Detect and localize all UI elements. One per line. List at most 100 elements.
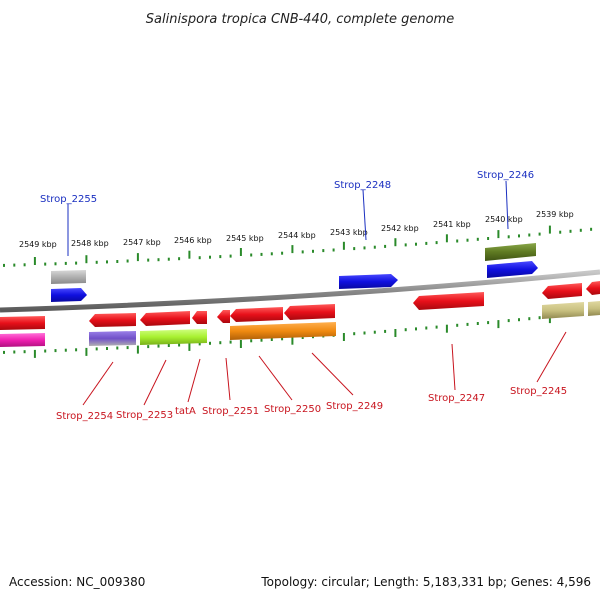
major-tick [394,238,397,247]
minor-tick [487,237,490,240]
bottom-gene-labels: Strop_2254 Strop_2253 tatA Strop_2251 St… [56,331,567,422]
minor-tick [229,254,232,258]
gene-strop-2250[interactable] [217,310,230,323]
minor-tick [301,336,304,339]
minor-tick [64,348,67,352]
kbp-label: 2539 kbp [536,210,574,219]
minor-tick [3,263,5,267]
kbp-label: 2546 kbp [174,236,212,245]
label-strop-2245[interactable]: Strop_2245 [510,386,567,397]
major-tick [548,225,551,234]
minor-tick [569,229,572,233]
minor-tick [106,260,108,264]
kbp-label: 2541 kbp [433,220,471,229]
kbp-label: 2545 kbp [226,234,264,243]
label-strop-2248[interactable]: Strop_2248 [334,180,391,191]
major-tick [497,230,500,239]
minor-tick [75,348,78,352]
minor-tick [466,238,469,242]
kbp-label: 2542 kbp [381,224,419,233]
leader-line [536,331,567,383]
gene-tata-lime[interactable] [140,329,207,345]
major-tick [239,340,242,348]
gene-strop-2253[interactable] [89,313,136,327]
kbp-label: 2540 kbp [485,215,523,224]
label-strop-2254[interactable]: Strop_2254 [56,411,113,422]
minor-tick [167,257,170,261]
label-strop-2247[interactable]: Strop_2247 [428,393,485,404]
minor-tick [64,261,67,265]
minor-tick [487,321,490,325]
major-tick [136,253,139,262]
major-tick [394,329,397,337]
minor-tick [23,350,26,354]
minor-tick [13,263,16,267]
gene-strop-2253-purple[interactable] [89,331,136,346]
gene-strop-2246-olive[interactable] [485,243,536,261]
minor-tick [219,255,222,259]
minor-tick [435,241,438,245]
gene-tata[interactable] [140,311,190,326]
minor-tick [476,322,479,325]
minor-tick [270,252,273,256]
label-strop-2251[interactable]: Strop_2251 [202,406,259,417]
kbp-label: 2544 kbp [278,231,316,240]
gene-strop-2244-khaki[interactable] [588,301,600,316]
major-tick [548,315,551,324]
gene-strop-2247[interactable] [413,292,484,310]
minor-tick [209,341,211,345]
leader-line [82,361,114,406]
minor-tick [44,262,47,266]
genome-backbone [0,269,600,313]
label-strop-2255[interactable]: Strop_2255 [40,194,97,205]
label-strop-2246[interactable]: Strop_2246 [477,170,534,181]
minor-tick [281,337,284,341]
minor-tick [23,263,26,267]
kbp-scale: 2549 kbp 2548 kbp 2547 kbp 2546 kbp 2545… [19,210,574,249]
major-tick [342,241,345,250]
minor-tick [332,248,335,252]
gene-strop-2245-khaki[interactable] [542,302,584,319]
major-tick [239,248,242,256]
minor-tick [126,259,129,263]
minor-tick [281,251,284,255]
gene-strop-2246[interactable] [487,261,538,278]
gene-strop-2251[interactable] [192,311,207,324]
minor-tick [250,253,253,257]
minor-tick [466,322,469,326]
minor-tick [363,331,366,335]
minor-tick [404,243,407,247]
gene-strop-2244[interactable] [586,281,600,295]
label-strop-2253[interactable]: Strop_2253 [116,410,173,421]
top-scale-track [3,225,593,267]
gene-strop-2254-pink[interactable] [0,333,45,347]
label-strop-2249[interactable]: Strop_2249 [326,401,383,412]
gene-strop-2255-grey[interactable] [51,270,86,284]
minor-tick [559,230,562,234]
kbp-label: 2549 kbp [19,240,57,249]
minor-tick [209,255,211,259]
gene-strop-2245[interactable] [542,283,582,299]
kbp-label: 2548 kbp [71,239,109,248]
minor-tick [95,260,98,264]
leader-line [143,359,167,406]
gene-strop-2254[interactable] [0,316,45,330]
gene-strop-2248[interactable] [339,274,398,289]
minor-tick [384,329,387,333]
minor-tick [435,325,438,329]
gene-strop-2249b[interactable] [284,304,335,320]
gene-strop-2249[interactable] [230,307,283,322]
minor-tick [353,332,356,336]
label-tata[interactable]: tatA [175,406,196,417]
minor-tick [528,233,531,237]
minor-tick [538,316,541,320]
gene-strop-2255[interactable] [51,288,87,302]
minor-tick [518,318,520,322]
major-tick [136,345,139,354]
major-tick [445,234,448,243]
label-strop-2250[interactable]: Strop_2250 [264,404,321,415]
minor-tick [198,342,201,346]
minor-tick [373,330,376,334]
major-tick [85,255,88,264]
gene-strop-2250-orange[interactable] [230,322,336,340]
